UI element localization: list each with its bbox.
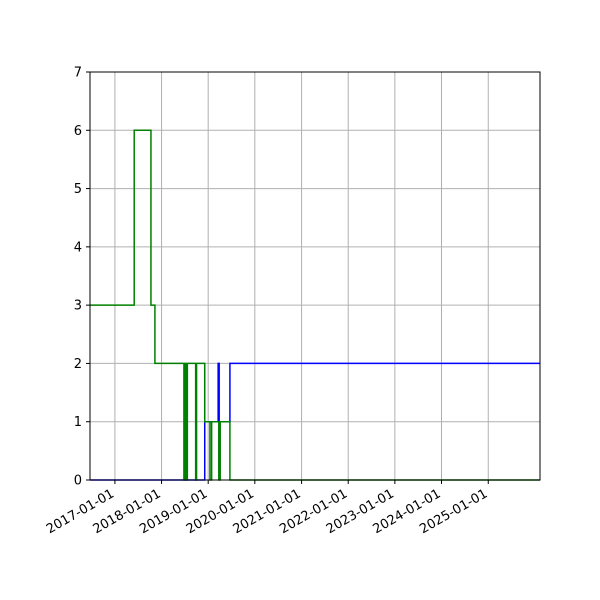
- plot-frame: [89, 71, 541, 481]
- series-line-2: [90, 129, 540, 481]
- y-tick-label: 2: [74, 357, 82, 372]
- series-group: [90, 129, 540, 481]
- y-tick-label: 7: [74, 66, 82, 81]
- y-axis: 0 1 2 3 4 5 6 7: [74, 66, 90, 489]
- y-tick-label: 4: [74, 240, 82, 255]
- y-tick-label: 0: [74, 474, 82, 489]
- y-tick-label: 6: [74, 124, 82, 139]
- y-tick-label: 3: [74, 299, 82, 314]
- y-tick-label: 5: [74, 182, 82, 197]
- y-tick-label: 1: [74, 415, 82, 430]
- series-line-1: [90, 362, 540, 481]
